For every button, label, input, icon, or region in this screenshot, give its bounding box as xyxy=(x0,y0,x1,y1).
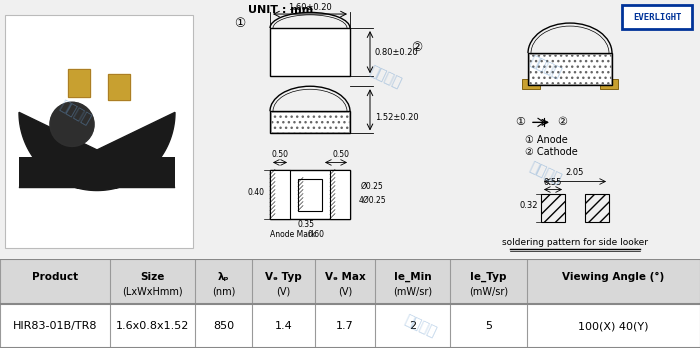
Text: ② Cathode: ② Cathode xyxy=(525,148,578,157)
Text: λₚ: λₚ xyxy=(218,272,230,282)
Text: Viewing Angle (°): Viewing Angle (°) xyxy=(562,272,664,282)
Bar xyxy=(68,69,90,97)
Bar xyxy=(528,53,612,85)
Text: (V): (V) xyxy=(276,286,290,296)
Bar xyxy=(541,193,565,222)
Bar xyxy=(19,157,175,188)
Text: EVERLIGHT: EVERLIGHT xyxy=(633,13,681,22)
Text: 1.6x0.8x1.52: 1.6x0.8x1.52 xyxy=(116,321,189,331)
Polygon shape xyxy=(19,112,175,190)
Text: HIR83-01B/TR8: HIR83-01B/TR8 xyxy=(13,321,97,331)
Text: 0.35: 0.35 xyxy=(298,220,314,229)
Text: ②: ② xyxy=(412,41,423,54)
Text: 超毅电子: 超毅电子 xyxy=(57,98,93,127)
Text: Product: Product xyxy=(32,272,78,282)
Bar xyxy=(522,79,540,89)
Bar xyxy=(529,54,611,84)
Bar xyxy=(270,171,290,219)
Text: 1.52±0.20: 1.52±0.20 xyxy=(375,113,419,122)
Text: 0.50: 0.50 xyxy=(272,150,288,159)
Polygon shape xyxy=(68,69,90,97)
Text: (nm): (nm) xyxy=(212,286,235,296)
Text: Anode Mark: Anode Mark xyxy=(270,230,316,239)
Text: Ie_Typ: Ie_Typ xyxy=(470,272,507,282)
Bar xyxy=(270,28,350,76)
Bar xyxy=(622,5,692,29)
Text: (mW/sr): (mW/sr) xyxy=(469,286,508,296)
Text: 2.05: 2.05 xyxy=(566,168,584,177)
Text: 0.60: 0.60 xyxy=(307,230,325,239)
Bar xyxy=(0,259,700,304)
Text: 1.7: 1.7 xyxy=(336,321,354,331)
Text: UNIT : mm: UNIT : mm xyxy=(248,5,314,15)
Text: 1.4: 1.4 xyxy=(274,321,293,331)
Text: ①: ① xyxy=(515,117,525,127)
Text: 0.80±0.20: 0.80±0.20 xyxy=(374,48,418,57)
Text: Ø0.25: Ø0.25 xyxy=(360,182,384,191)
Text: 850: 850 xyxy=(213,321,234,331)
Bar xyxy=(108,74,130,100)
Text: ①: ① xyxy=(234,17,246,30)
Bar xyxy=(271,112,349,132)
Text: soldering pattern for side looker: soldering pattern for side looker xyxy=(502,238,648,247)
Text: ① Anode: ① Anode xyxy=(525,135,568,145)
Text: 超毅电子: 超毅电子 xyxy=(527,54,563,81)
Bar xyxy=(270,171,350,219)
Bar xyxy=(5,15,193,248)
Text: 0.50: 0.50 xyxy=(332,150,349,159)
Text: Ie_Min: Ie_Min xyxy=(393,272,431,282)
Circle shape xyxy=(50,102,94,147)
Text: 0.55: 0.55 xyxy=(544,177,562,187)
Text: 4Ø0.25: 4Ø0.25 xyxy=(358,196,386,205)
Text: 2: 2 xyxy=(409,321,416,331)
Text: 超毅电子: 超毅电子 xyxy=(367,64,403,90)
Bar xyxy=(298,179,322,211)
Text: (LxWxHmm): (LxWxHmm) xyxy=(122,286,183,296)
Text: 1.60±0.20: 1.60±0.20 xyxy=(288,2,332,11)
Text: 0.40: 0.40 xyxy=(248,188,265,197)
Text: ②: ② xyxy=(557,117,567,127)
Text: Vₔ Typ: Vₔ Typ xyxy=(265,272,302,282)
Circle shape xyxy=(50,102,94,147)
Text: 超毅电子: 超毅电子 xyxy=(402,313,438,340)
Bar xyxy=(600,79,618,89)
Text: (V): (V) xyxy=(338,286,352,296)
Text: 100(X) 40(Y): 100(X) 40(Y) xyxy=(578,321,649,331)
Bar xyxy=(330,171,350,219)
Text: Vₔ Max: Vₔ Max xyxy=(325,272,365,282)
Text: (mW/sr): (mW/sr) xyxy=(393,286,432,296)
Text: Size: Size xyxy=(140,272,164,282)
Bar xyxy=(585,193,609,222)
Text: 超毅电子: 超毅电子 xyxy=(527,159,563,186)
Bar xyxy=(270,111,350,133)
Polygon shape xyxy=(108,74,130,100)
Text: 0.32: 0.32 xyxy=(519,200,538,209)
Text: 5: 5 xyxy=(485,321,492,331)
